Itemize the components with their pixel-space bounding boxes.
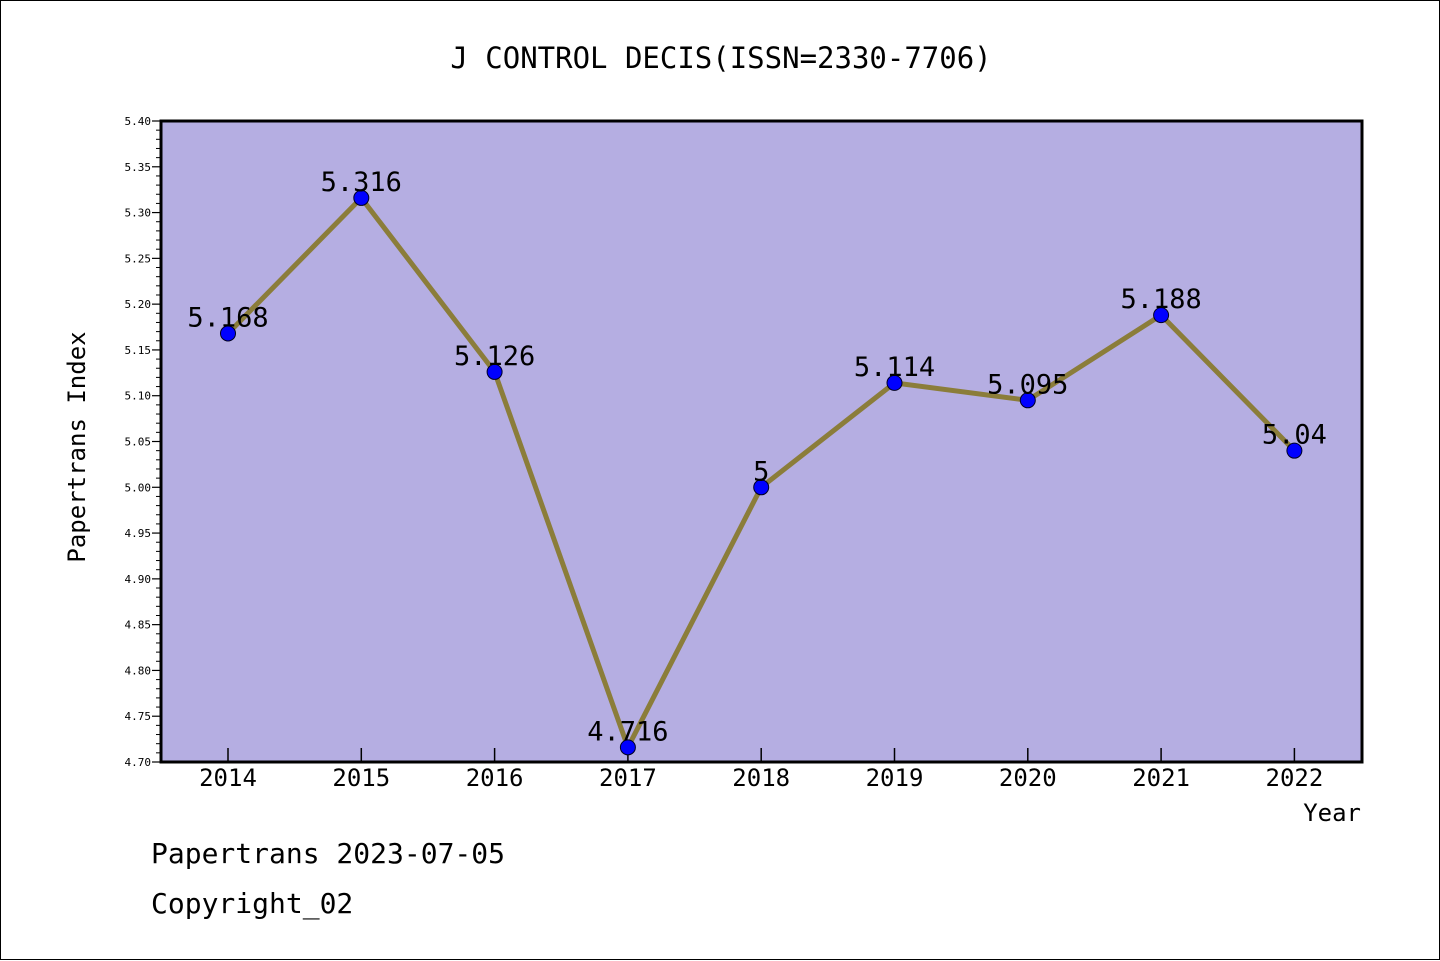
x-tick-label: 2022 (1266, 764, 1324, 792)
data-point (1019, 392, 1036, 409)
y-axis: 4.70 4.75 4.80 4.85 4.90 4.95 5.00 5.05 5.10 5.15… (125, 115, 161, 769)
data-point (619, 739, 636, 756)
x-axis-label: Year (1303, 799, 1361, 827)
footer-copyright: Copyright_02 (151, 887, 354, 920)
data-point (353, 189, 370, 206)
data-label: 5.188 (1120, 284, 1201, 315)
x-axis: 2014 2015 2016 2017 2018 2019 2020 2021 2022 (199, 748, 1323, 792)
x-tick-label: 2017 (599, 764, 657, 792)
y-tick-label: 4.85 (125, 619, 152, 632)
data-label: 5.095 (987, 369, 1068, 400)
x-tick-label: 2018 (732, 764, 790, 792)
footer-date: Papertrans 2023-07-05 (151, 837, 506, 870)
data-point (1286, 442, 1303, 459)
y-tick-label: 5.40 (125, 115, 152, 128)
data-point (1153, 307, 1170, 324)
data-point (886, 374, 903, 391)
y-tick-label: 4.90 (125, 573, 152, 586)
y-tick-label: 5.30 (125, 207, 152, 220)
y-tick-label: 4.95 (125, 527, 152, 540)
data-label: 5.126 (454, 341, 535, 372)
data-label: 5 (753, 456, 769, 487)
x-tick-label: 2020 (999, 764, 1057, 792)
chart-title: J CONTROL DECIS(ISSN=2330-7706) (450, 41, 991, 75)
plot-area (159, 119, 1364, 764)
y-tick-label: 4.70 (125, 756, 152, 769)
x-tick-label: 2014 (199, 764, 257, 792)
data-point (753, 479, 770, 496)
y-tick-label: 5.10 (125, 390, 152, 403)
y-tick-label: 5.00 (125, 481, 152, 494)
data-point (220, 325, 236, 342)
y-tick-label: 4.80 (125, 664, 152, 677)
data-markers (220, 189, 1303, 756)
x-tick-label: 2015 (332, 764, 390, 792)
y-tick-label: 5.20 (125, 298, 152, 311)
data-point (486, 363, 503, 380)
x-tick-label: 2016 (466, 764, 524, 792)
data-label: 5.04 (1262, 420, 1327, 451)
y-tick-label: 5.35 (125, 161, 152, 174)
y-axis-label: Papertrans Index (63, 331, 91, 562)
data-label: 5.316 (321, 167, 402, 198)
data-label: 4.716 (587, 716, 668, 747)
x-tick-label: 2021 (1132, 764, 1190, 792)
data-label: 5.114 (854, 352, 935, 383)
data-label: 5.168 (187, 302, 268, 333)
x-tick-label: 2019 (866, 764, 924, 792)
y-tick-label: 5.05 (125, 436, 152, 449)
y-tick-label: 5.25 (125, 252, 152, 265)
y-tick-label: 5.15 (125, 344, 152, 357)
y-tick-label: 4.75 (125, 710, 152, 723)
data-labels: 5.168 5.316 5.126 4.716 5 5.114 5.095 5.188 5.04 (187, 167, 1327, 747)
